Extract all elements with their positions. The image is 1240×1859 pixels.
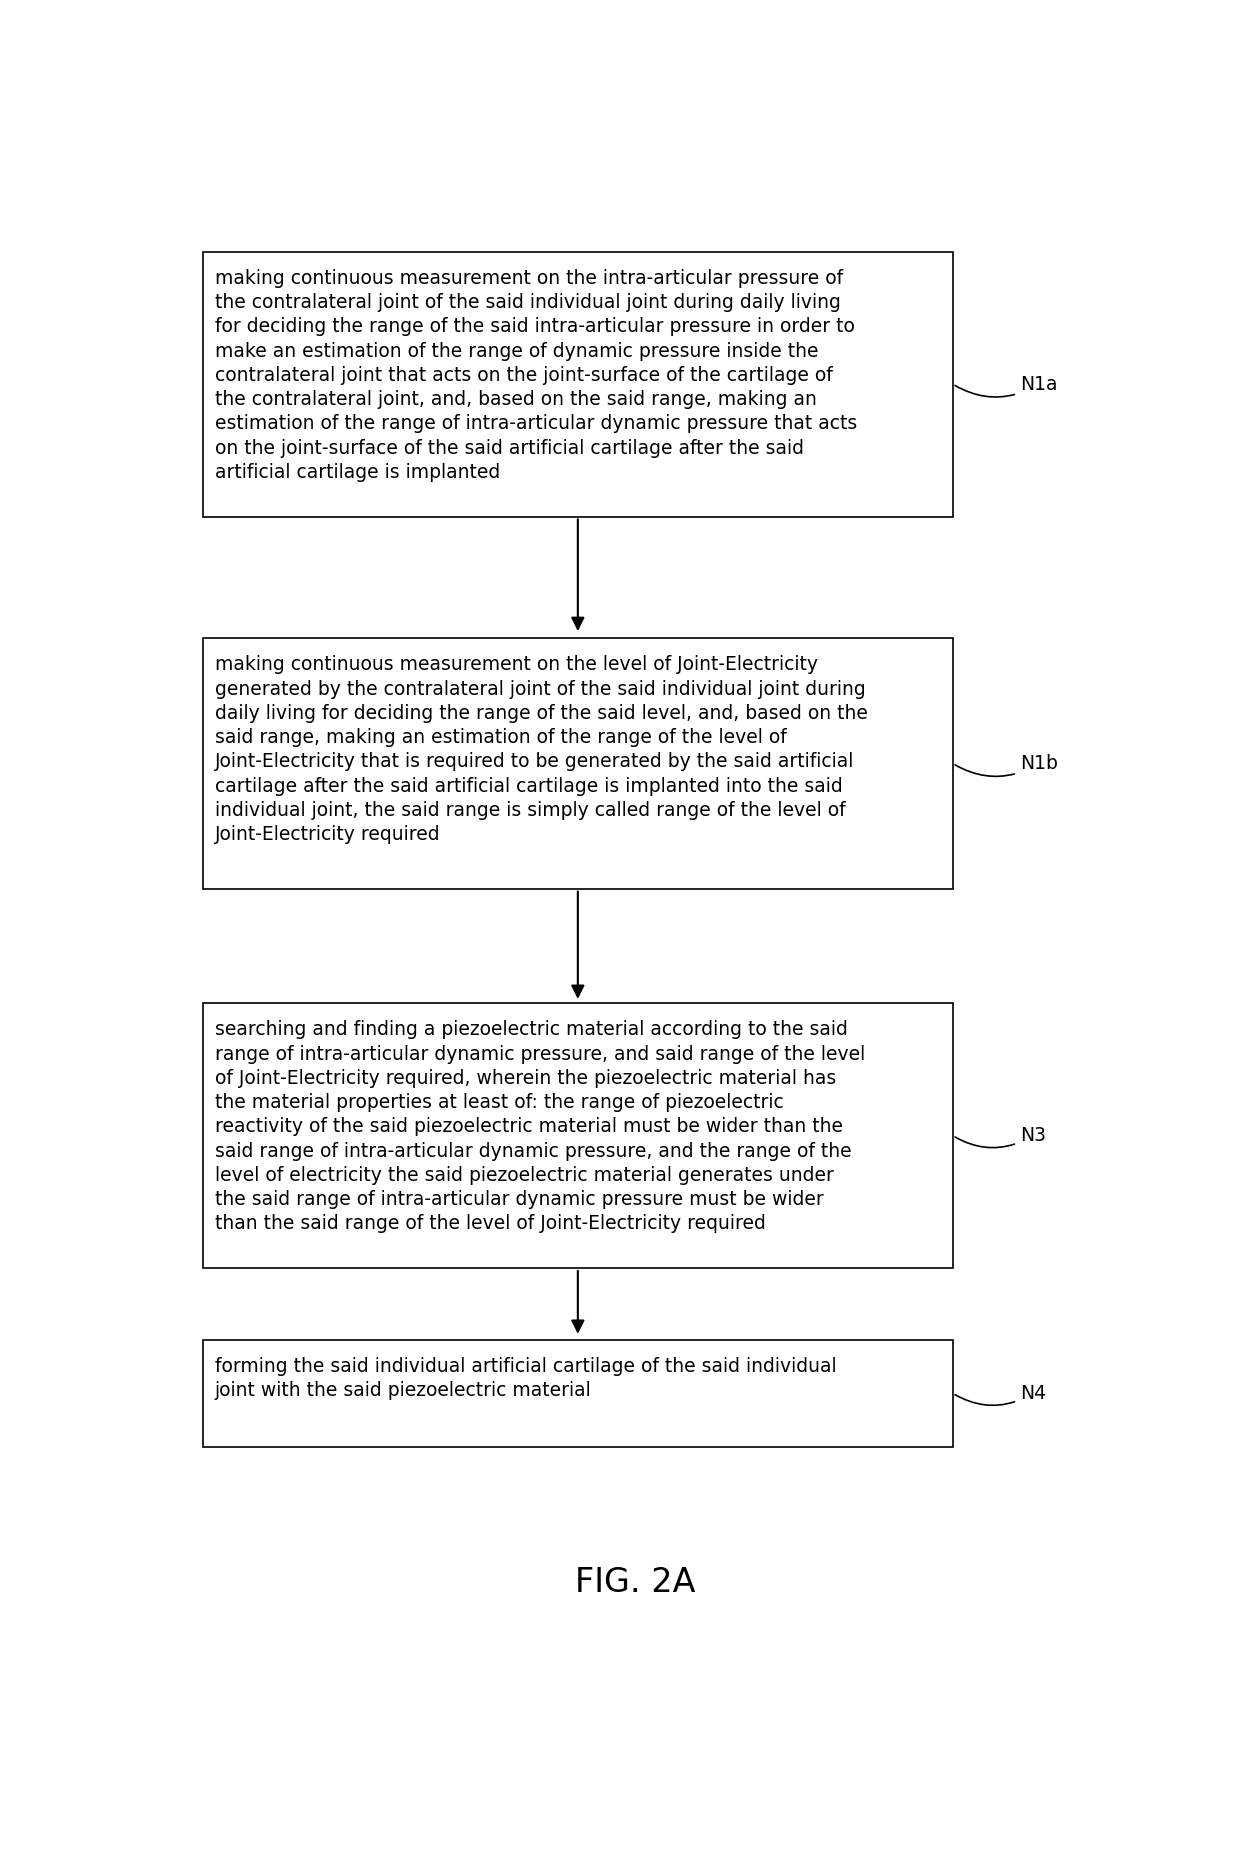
Text: making continuous measurement on the intra-articular pressure of
the contralater: making continuous measurement on the int… (215, 270, 857, 481)
FancyBboxPatch shape (203, 1004, 952, 1268)
Text: forming the said individual artificial cartilage of the said individual
joint wi: forming the said individual artificial c… (215, 1357, 836, 1400)
FancyBboxPatch shape (203, 1340, 952, 1446)
Text: making continuous measurement on the level of Joint-Electricity
generated by the: making continuous measurement on the lev… (215, 656, 868, 844)
Text: N3: N3 (955, 1127, 1045, 1147)
Text: searching and finding a piezoelectric material according to the said
range of in: searching and finding a piezoelectric ma… (215, 1021, 864, 1233)
FancyBboxPatch shape (203, 638, 952, 889)
Text: N1a: N1a (955, 376, 1058, 398)
Text: N4: N4 (955, 1383, 1047, 1405)
FancyBboxPatch shape (203, 251, 952, 517)
Text: FIG. 2A: FIG. 2A (575, 1567, 696, 1599)
Text: N1b: N1b (955, 755, 1058, 777)
